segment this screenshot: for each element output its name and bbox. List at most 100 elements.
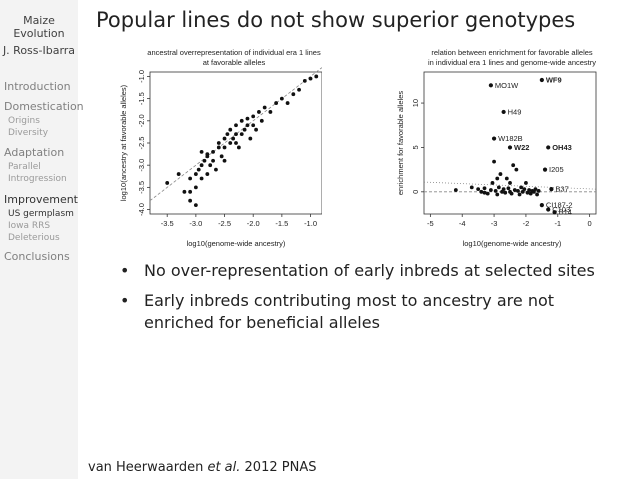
data-point: [314, 74, 319, 79]
data-point: [262, 105, 267, 110]
data-point: [490, 181, 495, 185]
labeled-data-point: [491, 136, 497, 141]
x-tick-label: -1.5: [275, 219, 288, 228]
sidebar-sub-origins[interactable]: Origins: [8, 116, 40, 126]
y-tick-label: -1.0: [137, 70, 146, 83]
bullet-item: Early inbreds contributing most to ances…: [120, 290, 620, 334]
data-point: [245, 123, 250, 128]
sidebar-section-conclusions[interactable]: Conclusions: [4, 250, 70, 263]
x-tick-label: -1: [554, 219, 561, 228]
point-label: B14: [559, 208, 572, 217]
data-point: [535, 192, 539, 197]
data-point: [495, 176, 500, 181]
data-point: [216, 145, 221, 150]
data-point: [188, 198, 193, 203]
data-point: [509, 191, 514, 196]
data-point: [519, 185, 524, 190]
y-tick-label: 0: [411, 190, 420, 194]
data-point: [268, 110, 273, 114]
sidebar-sub-diversity[interactable]: Diversity: [8, 128, 49, 138]
sidebar-title-line2[interactable]: Evolution: [13, 27, 65, 40]
data-point: [199, 176, 204, 181]
data-point: [504, 176, 509, 181]
point-label: W22: [514, 143, 529, 152]
data-point: [239, 132, 244, 137]
point-label: WF9: [546, 75, 562, 84]
sidebar-section-introduction[interactable]: Introduction: [4, 80, 71, 93]
sidebar-section-improvement[interactable]: Improvement: [4, 193, 78, 206]
data-point: [188, 176, 193, 181]
y-tick-label: 10: [411, 99, 420, 107]
data-point: [308, 76, 313, 81]
data-point: [302, 78, 307, 83]
data-point: [297, 87, 301, 92]
data-point: [199, 163, 204, 168]
chart-right: relation between enrichment for favorabl…: [396, 48, 597, 248]
data-point: [228, 141, 233, 145]
data-point: [222, 158, 227, 163]
citation-etal: et al.: [207, 460, 241, 475]
data-point: [517, 192, 522, 197]
data-point: [536, 189, 541, 193]
data-point: [211, 158, 215, 163]
sidebar-section-domestication[interactable]: Domestication: [4, 100, 84, 113]
point-label: I205: [549, 165, 564, 174]
chart-right-y-ticks: 0 5 10: [411, 99, 424, 194]
data-point: [231, 136, 236, 141]
sidebar-sub-iowa-rrs[interactable]: Iowa RRS: [8, 221, 51, 231]
data-point: [488, 188, 493, 192]
data-point: [188, 189, 193, 194]
data-point: [254, 127, 258, 132]
x-tick-label: -5: [427, 219, 434, 228]
data-point: [503, 190, 508, 195]
point-label: C103: [552, 205, 570, 214]
labeled-data-point: [546, 145, 551, 150]
data-point: [239, 118, 244, 123]
y-tick-label: -2.0: [137, 114, 146, 127]
data-point: [533, 187, 538, 192]
sidebar-title-line1[interactable]: Maize: [23, 14, 55, 27]
sidebar-sub-introgression[interactable]: Introgression: [8, 174, 67, 184]
labeled-data-point: [552, 210, 557, 215]
labeled-data-point: [507, 145, 513, 150]
data-point: [453, 188, 458, 192]
data-point: [236, 145, 241, 150]
data-point: [219, 154, 224, 159]
data-point: [193, 185, 198, 190]
data-point: [495, 192, 500, 197]
sidebar-section-adaptation[interactable]: Adaptation: [4, 146, 65, 159]
data-point: [225, 132, 230, 137]
data-point: [222, 136, 227, 141]
sidebar-sub-deleterious[interactable]: Deleterious: [8, 233, 60, 243]
data-point: [234, 123, 238, 128]
citation-authors: van Heerwaarden: [88, 460, 208, 475]
data-point: [205, 172, 210, 176]
data-point: [508, 181, 512, 185]
data-point: [214, 167, 218, 172]
data-point: [251, 114, 256, 119]
bullet-item: No over-representation of early inbreds …: [120, 260, 620, 282]
data-point: [259, 118, 264, 123]
frame-title: Popular lines do not show superior genot…: [96, 8, 576, 32]
y-tick-label: 5: [411, 145, 420, 149]
data-point: [228, 127, 233, 132]
y-tick-label: -4.0: [137, 203, 146, 216]
chart-right-ylabel: enrichment for favorable alleles: [396, 91, 405, 195]
data-point: [516, 189, 520, 193]
data-point: [202, 158, 207, 163]
data-point: [482, 190, 487, 195]
data-point: [182, 189, 187, 194]
x-tick-label: -2: [523, 219, 530, 228]
labeled-data-point: [542, 167, 548, 172]
chart-left-ylabel: log10(ancestry at favorable alleles): [119, 84, 128, 201]
data-point: [493, 189, 498, 193]
sidebar-sub-us-germplasm[interactable]: US germplasm: [8, 209, 74, 219]
point-label: W182B: [498, 134, 523, 143]
sidebar-author[interactable]: J. Ross-Ibarra: [2, 44, 76, 57]
data-point: [482, 186, 487, 191]
point-label: OH43: [552, 143, 572, 152]
data-point: [165, 181, 170, 185]
sidebar-sub-parallel[interactable]: Parallel: [8, 162, 41, 172]
chart-right-x-ticks: -5 -4 -3 -2 -1 0: [427, 214, 592, 228]
